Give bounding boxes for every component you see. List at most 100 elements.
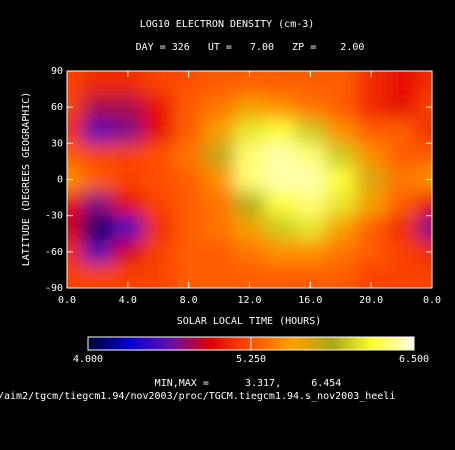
- heatmap-cell: [143, 71, 175, 96]
- heatmap-cell: [82, 143, 114, 169]
- heatmap-cell: [264, 191, 296, 217]
- heatmap-cell: [325, 263, 357, 288]
- heatmap-cell: [203, 191, 235, 217]
- heatmap-cell: [203, 263, 235, 288]
- heatmap-cell: [264, 95, 296, 120]
- heatmap-cell: [264, 143, 296, 169]
- heatmap-cell: [82, 263, 114, 288]
- heatmap-cell: [325, 143, 357, 169]
- heatmap-cell: [295, 191, 327, 217]
- heatmap-cell: [325, 191, 357, 217]
- heatmap-cell: [112, 191, 144, 217]
- heatmap-cell: [264, 119, 296, 144]
- heatmap-cell: [112, 215, 144, 241]
- heatmap-cell: [295, 167, 327, 193]
- y-tick-label: 0: [57, 175, 63, 186]
- colorbar-tick-label: 5.250: [236, 354, 266, 365]
- heatmap-cell: [295, 119, 327, 144]
- heatmap-cell: [82, 167, 114, 193]
- heatmap-cell: [295, 215, 327, 241]
- heatmap-cell: [112, 143, 144, 169]
- heatmap-cell: [325, 239, 357, 265]
- heatmap-cell: [173, 167, 205, 193]
- heatmap-cell: [386, 191, 418, 217]
- heatmap-cell: [112, 167, 144, 193]
- heatmap-cell: [355, 191, 387, 217]
- heatmap-cell: [295, 143, 327, 169]
- heatmap-cell: [264, 239, 296, 265]
- heatmap-cell: [416, 95, 432, 120]
- heatmap-cell: [386, 239, 418, 265]
- heatmap: [67, 71, 432, 288]
- heatmap-cell: [295, 239, 327, 265]
- heatmap-cell: [355, 215, 387, 241]
- heatmap-cell: [67, 263, 83, 288]
- heatmap-cell: [67, 167, 83, 193]
- heatmap-cell: [112, 95, 144, 120]
- heatmap-cell: [416, 71, 432, 96]
- heatmap-cell: [325, 215, 357, 241]
- heatmap-cell: [67, 95, 83, 120]
- x-tick-label: 4.0: [119, 295, 137, 306]
- heatmap-cell: [355, 167, 387, 193]
- heatmap-cell: [143, 215, 175, 241]
- heatmap-cell: [112, 239, 144, 265]
- heatmap-cell: [264, 215, 296, 241]
- heatmap-cell: [203, 71, 235, 96]
- heatmap-cell: [203, 95, 235, 120]
- heatmap-cell: [143, 95, 175, 120]
- chart-title: LOG10 ELECTRON DENSITY (cm-3): [140, 19, 315, 30]
- heatmap-cell: [173, 215, 205, 241]
- heatmap-cell: [416, 119, 432, 144]
- heatmap-cell: [143, 143, 175, 169]
- heatmap-cell: [264, 167, 296, 193]
- y-tick-label: 30: [51, 138, 63, 149]
- x-tick-label: 0.0: [423, 295, 441, 306]
- heatmap-cell: [416, 167, 432, 193]
- heatmap-cell: [234, 119, 266, 144]
- heatmap-cell: [67, 143, 83, 169]
- heatmap-cell: [143, 239, 175, 265]
- heatmap-cell: [203, 239, 235, 265]
- chart-subtitle: DAY = 326 UT = 7.00 ZP = 2.00: [136, 42, 365, 53]
- heatmap-cell: [416, 263, 432, 288]
- heatmap-cell: [173, 95, 205, 120]
- heatmap-cell: [234, 239, 266, 265]
- heatmap-cell: [416, 215, 432, 241]
- x-tick-label: 0.0: [58, 295, 76, 306]
- heatmap-cell: [67, 71, 83, 96]
- heatmap-cell: [82, 119, 114, 144]
- heatmap-cell: [234, 95, 266, 120]
- heatmap-cell: [355, 239, 387, 265]
- y-tick-label: 90: [51, 66, 63, 77]
- y-axis-label: LATITUDE (DEGREES GEOGRAPHIC): [21, 92, 32, 267]
- heatmap-cell: [325, 167, 357, 193]
- heatmap-cell: [386, 143, 418, 169]
- heatmap-cell: [67, 215, 83, 241]
- heatmap-cell: [325, 119, 357, 144]
- heatmap-cell: [386, 71, 418, 96]
- heatmap-cell: [173, 191, 205, 217]
- heatmap-cell: [143, 191, 175, 217]
- heatmap-cell: [67, 119, 83, 144]
- heatmap-cell: [325, 71, 357, 96]
- heatmap-cell: [416, 191, 432, 217]
- heatmap-cell: [355, 143, 387, 169]
- heatmap-cell: [386, 215, 418, 241]
- heatmap-cell: [112, 119, 144, 144]
- y-tick-label: -90: [45, 283, 63, 294]
- heatmap-cell: [143, 167, 175, 193]
- heatmap-cell: [295, 95, 327, 120]
- x-tick-label: 8.0: [180, 295, 198, 306]
- y-tick-label: 60: [51, 102, 63, 113]
- heatmap-cell: [325, 95, 357, 120]
- heatmap-cell: [234, 191, 266, 217]
- heatmap-cell: [143, 263, 175, 288]
- heatmap-cell: [203, 143, 235, 169]
- heatmap-cell: [234, 167, 266, 193]
- heatmap-cell: [416, 143, 432, 169]
- heatmap-cell: [386, 119, 418, 144]
- heatmap-cell: [82, 71, 114, 96]
- heatmap-cell: [203, 167, 235, 193]
- heatmap-cells: [67, 71, 432, 288]
